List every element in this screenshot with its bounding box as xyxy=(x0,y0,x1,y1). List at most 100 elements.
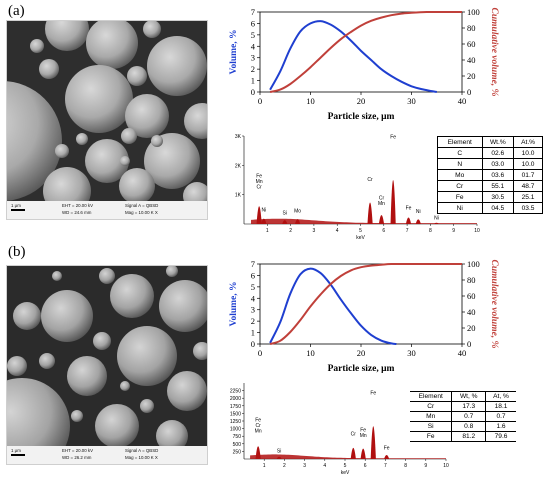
peak-label: Cr xyxy=(379,195,385,201)
x-axis-label: Particle size, μm xyxy=(328,364,395,374)
y-tick-label: 1500 xyxy=(230,411,241,417)
y-tick-label: 4 xyxy=(251,293,256,303)
panel-label-a: (a) xyxy=(8,3,25,19)
peak-label: Cr xyxy=(367,177,373,183)
x-tick-label: 5 xyxy=(359,228,362,234)
x-tick-label: 8 xyxy=(404,463,407,469)
sem-info-bar-b: 1 μm EHT = 20.00 kV WD = 26.2 mm Signal … xyxy=(7,446,207,464)
x-tick-label: 4 xyxy=(336,228,339,234)
table-row: Mo 03.6 01.7 xyxy=(437,169,543,181)
cell: 01.7 xyxy=(513,169,543,181)
cell: 30.5 xyxy=(481,191,514,203)
cell: 48.7 xyxy=(513,180,543,192)
spectrum-background xyxy=(250,218,477,224)
y-axis-label: Volume, % xyxy=(229,29,239,74)
x-tick-label: 5 xyxy=(344,463,347,469)
cell: 10.0 xyxy=(513,147,543,159)
x-tick-label: 10 xyxy=(443,463,449,469)
sem-image-b: 1 μm EHT = 20.00 kV WD = 26.2 mm Signal … xyxy=(6,265,208,465)
y2-tick-label: 60 xyxy=(467,39,476,49)
spectrum-peak xyxy=(360,448,366,459)
cell: Fe xyxy=(437,191,482,203)
wd-a: WD = 24.6 mm xyxy=(62,210,92,215)
y-tick-label: 1750 xyxy=(230,404,241,410)
x-tick-label: 1 xyxy=(263,463,266,469)
x-axis-label: keV xyxy=(341,470,350,476)
cell: 81.2 xyxy=(451,431,486,442)
y-tick-label: 1 xyxy=(251,76,255,86)
y-tick-label: 3K xyxy=(235,134,242,140)
y2-tick-label: 20 xyxy=(467,323,476,333)
cell: 10.0 xyxy=(513,158,543,170)
spectrum-peak xyxy=(378,215,385,224)
peak-label: Cr xyxy=(257,184,263,190)
spectrum-peak xyxy=(276,456,282,459)
y-tick-label: 750 xyxy=(233,434,242,440)
peak-label: Mn xyxy=(256,179,263,185)
peak-label: Mn xyxy=(360,433,367,439)
peak-label: Fe xyxy=(255,418,261,424)
cell: 0.7 xyxy=(451,411,486,422)
y-tick-label: 2 xyxy=(251,316,255,326)
cell: 17.3 xyxy=(451,401,486,412)
peak-label: Fe xyxy=(256,173,262,179)
col-wt: Wt, % xyxy=(451,391,486,402)
peak-label: Ni xyxy=(434,216,439,222)
table-row: C 02.6 10.0 xyxy=(437,147,543,159)
x-tick-label: 40 xyxy=(458,96,467,106)
cell: Cr xyxy=(410,401,452,412)
x-tick-label: 2 xyxy=(283,463,286,469)
spectrum-peak xyxy=(370,426,376,459)
y-tick-label: 1 xyxy=(251,328,255,338)
x-tick-label: 4 xyxy=(323,463,326,469)
peak-label: Mn xyxy=(255,429,262,435)
col-element: Element xyxy=(410,391,452,402)
signal-b: Signal A = QBSD xyxy=(125,448,159,453)
table-row: Fe 30.5 25.1 xyxy=(437,191,543,203)
x-tick-label: 6 xyxy=(364,463,367,469)
cell: Fe xyxy=(410,431,452,442)
table-row: Mn 0.7 0.7 xyxy=(410,411,516,422)
cell: 0.8 xyxy=(451,421,486,432)
signal-a: Signal A = QBSD xyxy=(125,203,159,208)
x-tick-label: 7 xyxy=(384,463,387,469)
wd-b: WD = 26.2 mm xyxy=(62,455,92,460)
x-tick-label: 7 xyxy=(406,228,409,234)
scale-bar-label-a: 1 μm xyxy=(11,203,21,208)
eht-b: EHT = 20.00 kV xyxy=(62,448,94,453)
spectrum-peak xyxy=(415,219,421,224)
y-tick-label: 0 xyxy=(251,87,255,97)
spectrum-peak xyxy=(350,447,356,459)
x-axis-label: keV xyxy=(356,235,365,241)
y-tick-label: 2250 xyxy=(230,389,241,395)
y2-tick-label: 80 xyxy=(467,23,476,33)
col-wt: Wt.% xyxy=(481,136,514,148)
eds-table-b-header: Element Wt, % At, % xyxy=(410,391,516,402)
y-tick-label: 6 xyxy=(251,270,255,280)
x-tick-label: 20 xyxy=(357,96,366,106)
x-tick-label: 10 xyxy=(306,96,315,106)
y2-axis-label: Cumulative volume, % xyxy=(489,260,499,349)
y2-tick-label: 40 xyxy=(467,307,476,317)
y2-tick-label: 0 xyxy=(467,339,471,349)
spectrum-peak xyxy=(405,217,412,224)
cell: 03.6 xyxy=(481,169,514,181)
y-axis-label: Volume, % xyxy=(229,281,239,326)
y2-tick-label: 20 xyxy=(467,71,476,81)
table-row: Ni 04.5 03.5 xyxy=(437,202,543,214)
peak-label: Cr xyxy=(351,432,357,438)
y-tick-label: 5 xyxy=(251,282,255,292)
spectrum-peak xyxy=(294,219,301,224)
x-tick-label: 3 xyxy=(303,463,306,469)
peak-label: Si xyxy=(283,211,287,217)
col-at: At.% xyxy=(513,136,543,148)
cumulative-volume-line xyxy=(269,10,462,93)
col-at: At, % xyxy=(485,391,516,402)
table-row: Cr 55.1 48.7 xyxy=(437,180,543,192)
y2-tick-label: 100 xyxy=(467,7,480,17)
y2-tick-label: 100 xyxy=(467,259,480,269)
peak-label: Fe xyxy=(406,206,412,212)
spectrum-background xyxy=(250,454,446,459)
